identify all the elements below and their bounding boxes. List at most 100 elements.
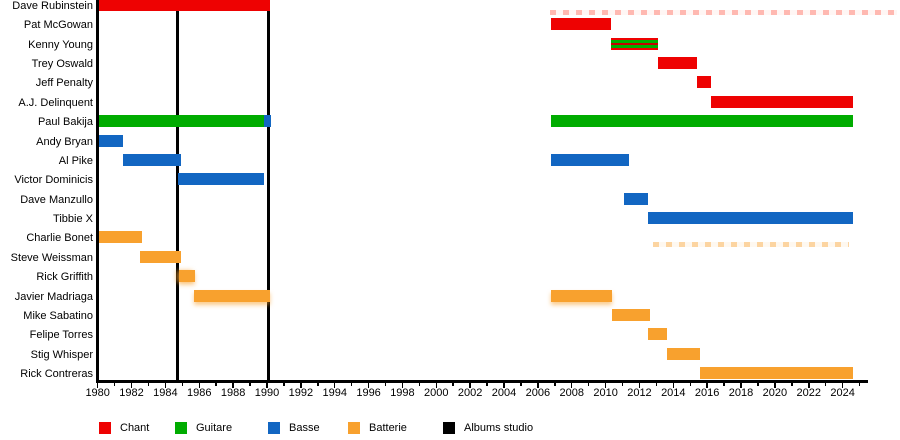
member-label: Jeff Penalty <box>35 77 93 90</box>
axis-minor-tick <box>350 382 353 386</box>
axis-minor-tick <box>757 382 759 386</box>
member-label: Rick Griffith <box>36 271 93 284</box>
axis-minor-tick <box>486 382 488 386</box>
axis-minor-tick <box>655 382 658 386</box>
axis-major-tick <box>333 382 336 388</box>
axis-tick-label: 2010 <box>593 387 618 399</box>
axis-tick-label: 2022 <box>796 387 821 399</box>
axis-minor-tick <box>621 382 624 386</box>
axis-minor-tick <box>520 382 522 386</box>
legend-color-swatch <box>268 422 280 434</box>
axis-tick-label: 1992 <box>288 387 314 399</box>
axis-tick-label: 1982 <box>119 387 144 399</box>
timeline-bar-guitare <box>97 115 264 128</box>
timeline-bar-chant <box>97 0 271 11</box>
legend-color-swatch <box>99 422 111 434</box>
member-label: Charlie Bonet <box>26 232 93 245</box>
axis-minor-tick <box>791 382 793 386</box>
axis-major-tick <box>503 382 505 388</box>
axis-minor-tick <box>181 382 184 386</box>
axis-tick-label: 2004 <box>491 387 517 399</box>
legend-label: Guitare <box>196 422 233 434</box>
member-label: Andy Bryan <box>36 135 93 148</box>
axis-major-tick <box>96 382 99 388</box>
axis-major-tick <box>706 382 708 388</box>
timeline-bar-batterie <box>140 250 181 263</box>
axis-major-tick <box>672 382 675 388</box>
axis-major-tick <box>401 382 404 388</box>
axis-major-tick <box>266 382 268 388</box>
ghost-bar-batterie <box>653 241 850 247</box>
axis-tick-label: 2006 <box>525 387 551 399</box>
timeline-bar-chant <box>697 76 711 89</box>
timeline-bar-basse <box>178 173 264 186</box>
timeline-bar-batterie <box>647 328 667 341</box>
timeline-bar-basse <box>123 153 181 166</box>
legend-color-swatch <box>443 422 455 434</box>
axis-major-tick <box>198 382 201 388</box>
ghost-bar-chant <box>549 9 897 15</box>
axis-tick-label: 1994 <box>322 387 347 399</box>
member-label: Trey Oswald <box>31 58 93 71</box>
axis-minor-tick <box>858 382 861 386</box>
member-label: Victor Dominicis <box>14 174 93 187</box>
timeline-bar-batterie <box>612 308 650 321</box>
axis-tick-label: 2000 <box>424 387 449 399</box>
axis-tick-label: 2018 <box>728 387 754 399</box>
timeline-bar-batterie <box>700 367 853 380</box>
axis-tick-label: 2016 <box>694 387 720 399</box>
axis-major-tick <box>300 382 302 388</box>
axis-minor-tick <box>452 382 454 386</box>
axis-major-tick <box>570 382 573 388</box>
timeline-bar-batterie <box>178 270 196 283</box>
axis-minor-tick <box>384 382 387 386</box>
axis-major-tick <box>841 382 844 388</box>
axis-tick-label: 2008 <box>559 387 584 399</box>
timeline-bar-batterie <box>551 289 613 302</box>
timeline-bar-batterie <box>97 231 142 244</box>
timeline-bar-basse <box>97 134 124 147</box>
legend-label: Batterie <box>369 422 407 434</box>
axis-major-tick <box>435 382 438 388</box>
timeline-bar-batterie <box>194 289 271 302</box>
album-studio-line <box>175 0 180 381</box>
axis-major-tick <box>367 382 370 388</box>
member-label: Felipe Torres <box>29 329 93 342</box>
axis-major-tick <box>469 382 471 388</box>
axis-major-tick <box>808 382 810 388</box>
legend-label: Albums studio <box>464 422 534 434</box>
axis-major-tick <box>638 382 641 388</box>
axis-minor-tick <box>554 382 556 386</box>
axis-major-tick <box>537 382 539 388</box>
axis-tick-label: 1984 <box>153 387 178 399</box>
member-label: Tibbie X <box>53 213 93 226</box>
member-label: A.J. Delinquent <box>18 96 93 109</box>
axis-major-tick <box>740 382 742 388</box>
timeline-bar-chant <box>658 57 698 70</box>
axis-minor-tick <box>587 382 590 386</box>
legend-label: Chant <box>120 422 150 434</box>
axis-tick-label: 1986 <box>187 387 212 399</box>
legend-color-swatch <box>348 422 360 434</box>
x-axis-line <box>96 380 868 383</box>
album-studio-line <box>266 0 271 381</box>
member-label: Stig Whisper <box>30 348 93 361</box>
timeline-bar-basse <box>263 115 272 128</box>
axis-tick-label: 2020 <box>762 387 788 399</box>
axis-tick-label: 1990 <box>254 387 280 399</box>
axis-major-tick <box>232 382 234 388</box>
axis-minor-tick <box>723 382 725 386</box>
axis-tick-label: 1996 <box>356 387 381 399</box>
axis-tick-label: 2002 <box>457 387 483 399</box>
timeline-bar-guitare <box>551 115 853 128</box>
member-label: Dave Rubinstein <box>12 0 93 12</box>
axis-tick-label: 2024 <box>830 387 855 399</box>
member-label: Javier Madriaga <box>14 290 93 303</box>
axis-tick-label: 1980 <box>85 387 110 399</box>
axis-minor-tick <box>249 382 251 386</box>
timeline-bar-batterie <box>666 347 701 360</box>
timeline-bar-basse <box>624 192 648 205</box>
timeline-bar-chant-guitare <box>610 37 659 50</box>
axis-minor-tick <box>283 382 285 386</box>
